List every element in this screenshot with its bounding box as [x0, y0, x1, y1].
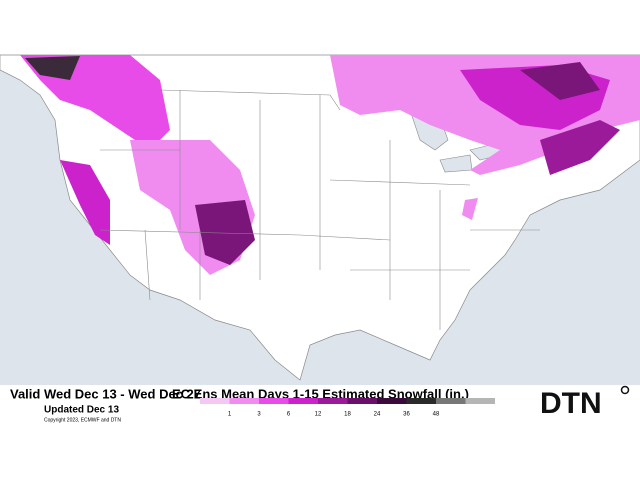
- snow-appalachia: [462, 198, 478, 220]
- logo-dot: [620, 385, 630, 395]
- legend-swatch: [318, 398, 348, 404]
- snow-bc-heavy: [25, 56, 80, 80]
- legend-swatch: [200, 398, 230, 404]
- snow-northwest: [20, 55, 170, 150]
- snow-quebec-heavy: [520, 62, 600, 100]
- legend: 1 3 6 12 18 24 36 48: [200, 398, 495, 418]
- legend-swatch: [436, 398, 466, 404]
- snow-colorado: [195, 200, 255, 265]
- footer-band: [0, 385, 640, 425]
- state-lines: [99, 89, 540, 330]
- legend-swatch: [465, 398, 495, 404]
- updated: Updated Dec 13: [44, 405, 119, 416]
- legend-tick-label: 6: [287, 412, 291, 418]
- legend-tick-label: 36: [403, 412, 410, 418]
- valid-dates: Valid Wed Dec 13 - Wed Dec 27: [10, 386, 201, 401]
- snow-sierra: [60, 160, 110, 245]
- legend-tick-label: 48: [433, 412, 440, 418]
- legend-swatch: [229, 398, 259, 404]
- legend-tick-label: 1: [228, 412, 232, 418]
- legend-swatch: [259, 398, 289, 404]
- legend-swatch: [406, 398, 436, 404]
- snow-newengland: [540, 120, 620, 175]
- map-title: EC Ens Mean Days 1-15 Estimated Snowfall…: [172, 386, 469, 401]
- map: [0, 54, 640, 385]
- copyright: Copyright 2023, ECMWF and DTN: [44, 417, 121, 423]
- legend-tick-label: 12: [315, 412, 322, 418]
- legend-swatch: [288, 398, 318, 404]
- legend-tick-label: 24: [374, 412, 381, 418]
- logo: DTN: [540, 387, 602, 420]
- legend-tick-label: 3: [257, 412, 261, 418]
- legend-swatch: [377, 398, 407, 404]
- legend-swatch: [347, 398, 377, 404]
- legend-tick-label: 18: [344, 412, 351, 418]
